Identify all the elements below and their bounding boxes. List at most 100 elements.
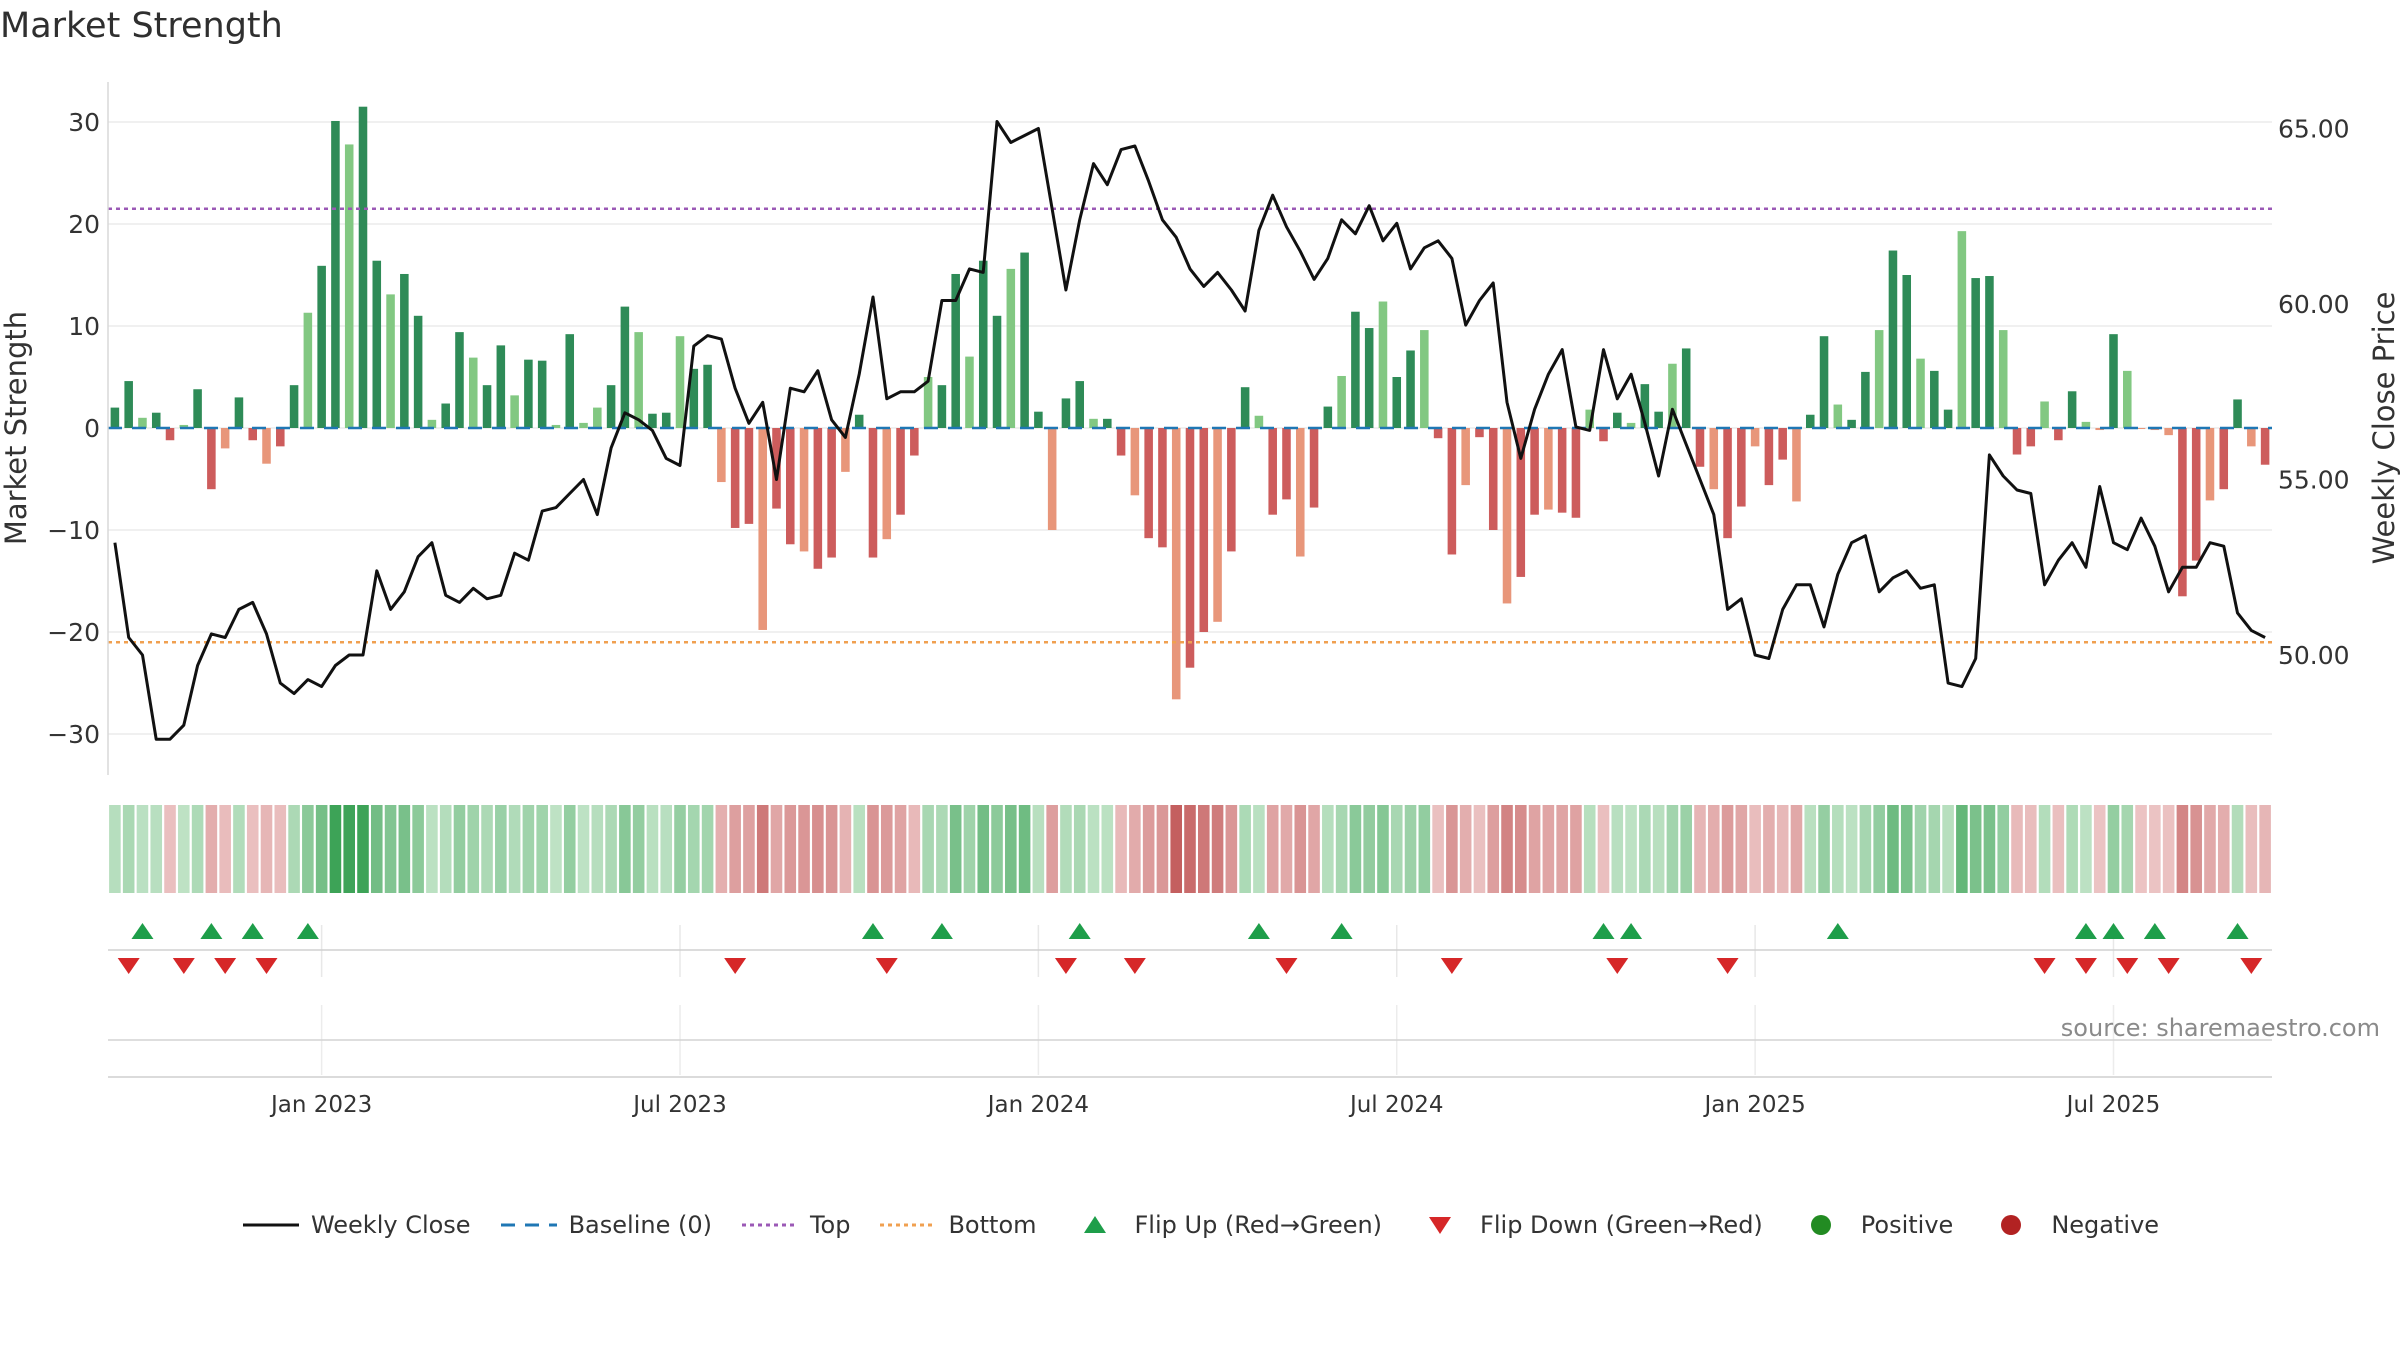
heat-cell: [1900, 805, 1913, 893]
strength-bar-positive: [2067, 391, 2077, 428]
heat-cell: [2259, 805, 2271, 893]
flip-markers: [108, 923, 2272, 977]
flip-down-marker: [172, 958, 195, 974]
flip-down-marker: [255, 958, 278, 974]
heat-cell: [1046, 805, 1058, 893]
heat-cell: [1239, 805, 1251, 893]
strength-bar-positive: [1640, 384, 1650, 428]
strength-bar-positive: [1378, 301, 1388, 428]
heat-cell: [1583, 805, 1596, 893]
heat-cell: [1942, 805, 1954, 893]
y-axis-label: Market Strength: [0, 311, 33, 545]
heat-cell: [550, 805, 562, 893]
strength-bar-positive: [965, 356, 974, 428]
strength-bar-positive: [441, 403, 450, 428]
flip-up-marker: [2226, 923, 2249, 939]
heat-cell: [1197, 805, 1210, 893]
heat-cell: [1349, 805, 1362, 893]
strength-bar-negative: [1213, 428, 1222, 622]
x-tick-label: Jan 2024: [986, 1092, 1089, 1118]
heat-cell: [701, 805, 714, 893]
heat-cell: [233, 805, 245, 893]
heat-cell: [619, 805, 631, 893]
legend-symbol-close: [241, 1210, 301, 1240]
strength-bar-negative: [882, 428, 892, 540]
legend-label: Top: [809, 1211, 851, 1239]
heat-cell: [2176, 805, 2189, 893]
strength-bar-negative: [248, 428, 257, 441]
strength-bar-negative: [1433, 428, 1443, 439]
strength-bar-negative: [1282, 428, 1291, 500]
legend-item-close: Weekly Close: [241, 1210, 471, 1240]
y-tick-label: 0: [84, 414, 100, 443]
strength-bar-positive: [1240, 387, 1250, 428]
heat-cell: [2149, 805, 2161, 893]
heat-cell: [867, 805, 879, 893]
strength-bar-negative: [813, 428, 823, 569]
strength-bar-negative: [2136, 428, 2146, 430]
heat-cell: [1542, 805, 1555, 893]
heat-cell: [178, 805, 190, 893]
strength-bar-positive: [1626, 422, 1636, 428]
heat-cell: [1790, 805, 1803, 893]
heat-cell: [1501, 805, 1513, 893]
strength-bar-positive: [468, 357, 478, 428]
strength-bar-negative: [1475, 428, 1484, 438]
flip-up-marker: [1247, 923, 1270, 939]
strength-bar-negative: [165, 428, 175, 441]
legend-item-baseline: Baseline (0): [499, 1210, 712, 1240]
strength-bar-negative: [1461, 428, 1470, 486]
heat-cell: [191, 805, 204, 893]
heat-cell: [991, 805, 1003, 893]
y2-tick-label: 55.00: [2278, 466, 2350, 495]
strength-bar-positive: [2040, 401, 2049, 428]
strength-bar-positive: [951, 273, 960, 428]
strength-bar-positive: [1034, 411, 1043, 428]
strength-bar-negative: [2164, 428, 2173, 436]
heat-cell: [302, 805, 314, 893]
heat-cell: [1611, 805, 1624, 893]
flip-down-marker: [1275, 958, 1298, 974]
heat-cell: [1473, 805, 1486, 893]
heat-cell: [467, 805, 480, 893]
flip-up-marker: [1330, 923, 1353, 939]
strength-bar-negative: [1502, 428, 1512, 604]
legend-item-flipup: Flip Up (Red→Green): [1065, 1210, 1382, 1240]
heat-cell: [522, 805, 535, 893]
strength-bar-positive: [2081, 421, 2091, 428]
strength-bar-negative: [1447, 428, 1457, 555]
flip-down-marker: [1054, 958, 1077, 974]
y-tick-label: 10: [68, 312, 100, 341]
strength-bar-negative: [262, 428, 271, 464]
strength-bar-negative: [868, 428, 878, 558]
heat-cell: [1721, 805, 1734, 893]
strength-bar-positive: [1957, 231, 1967, 428]
strength-bar-positive: [1020, 252, 1029, 428]
legend-symbol-flipdown: [1410, 1210, 1470, 1240]
heat-cell: [756, 805, 769, 893]
heat-cell: [1887, 805, 1899, 893]
heat-cell: [1363, 805, 1375, 893]
heat-cell: [591, 805, 604, 893]
heat-cell: [481, 805, 493, 893]
strength-bar-positive: [289, 385, 299, 428]
heat-cell: [1390, 805, 1403, 893]
strength-bar-positive: [1861, 371, 1870, 428]
heat-cell: [1776, 805, 1789, 893]
strength-bar-negative: [2205, 428, 2215, 501]
flip-up-marker: [1592, 923, 1615, 939]
heat-cell: [1818, 805, 1830, 893]
flip-down-marker: [724, 958, 747, 974]
strength-bar-negative: [1227, 428, 1236, 552]
strength-bar-negative: [744, 428, 754, 524]
strength-bar-positive: [1943, 409, 1953, 428]
strength-bar-negative: [827, 428, 836, 558]
strength-bar-positive: [2233, 399, 2242, 428]
strength-bar-negative: [1557, 428, 1567, 513]
heat-cell: [329, 805, 342, 893]
strength-bar-positive: [606, 385, 616, 428]
heat-cell: [1266, 805, 1279, 893]
heat-cell: [1639, 805, 1651, 893]
bars-layer: [110, 106, 2270, 700]
heat-cell: [1666, 805, 1679, 893]
